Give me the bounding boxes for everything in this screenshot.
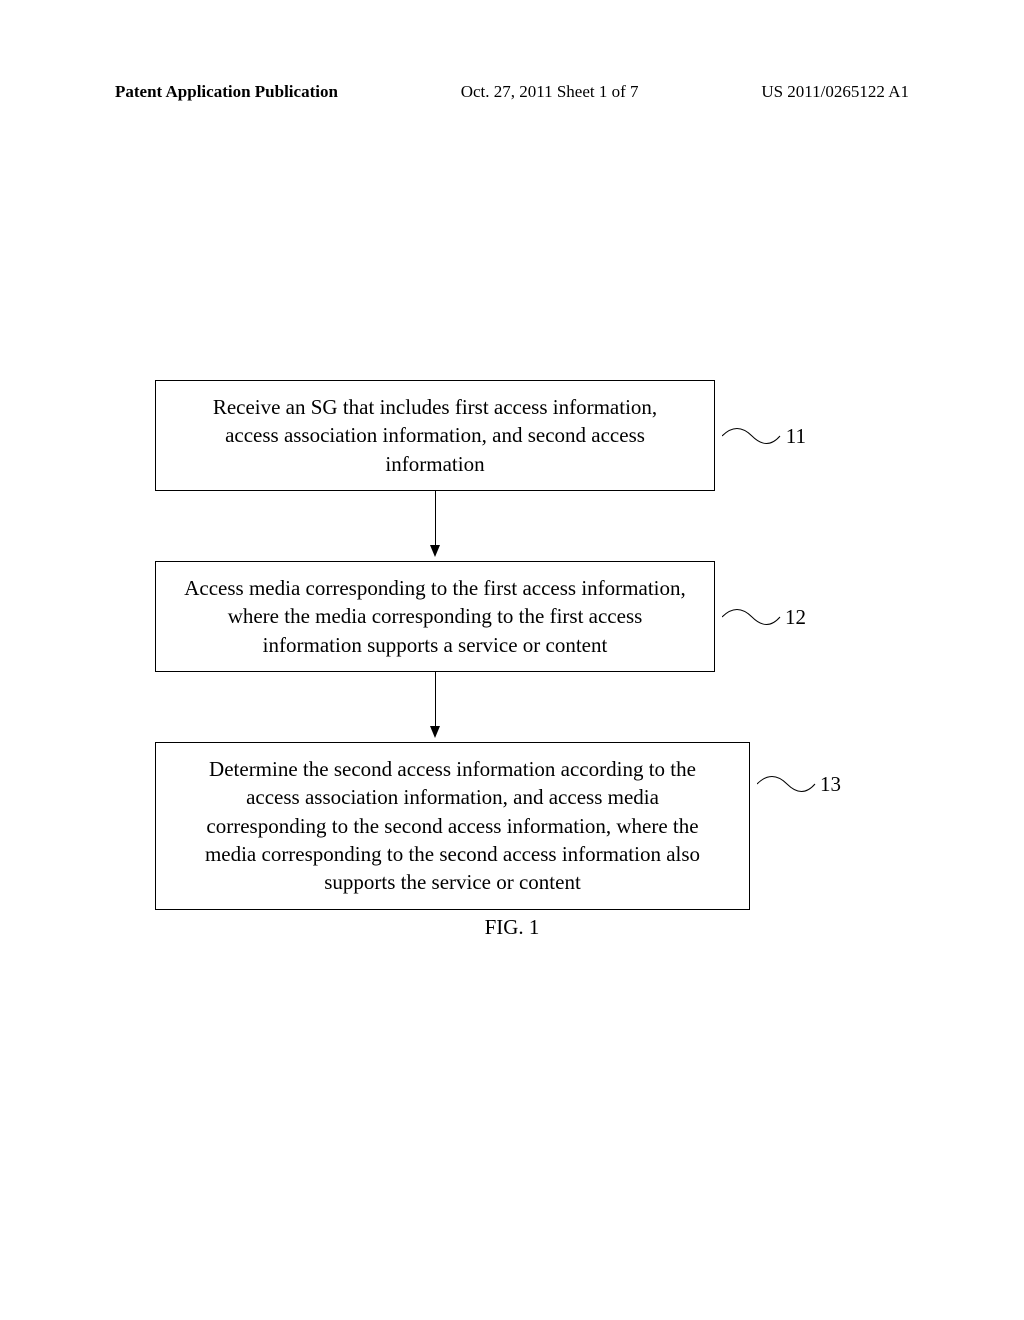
ref-number-1: 11 — [786, 421, 806, 449]
ref-connector-curve — [722, 597, 782, 637]
flowchart-step-1: Receive an SG that includes first access… — [155, 380, 715, 491]
flowchart-step-3: Determine the second access information … — [155, 742, 750, 910]
ref-number-3: 13 — [820, 770, 841, 798]
header-date-sheet: Oct. 27, 2011 Sheet 1 of 7 — [461, 82, 639, 102]
flowchart-arrow-2 — [155, 672, 715, 742]
arrow-head-icon — [430, 726, 440, 738]
ref-connector-curve — [722, 416, 782, 456]
flowchart-step-1-text: Receive an SG that includes first access… — [213, 395, 657, 476]
flowchart-step-3-text: Determine the second access information … — [205, 757, 700, 894]
flowchart-step-2-text: Access media corresponding to the first … — [184, 576, 686, 657]
arrow-line-icon — [435, 672, 436, 730]
arrow-head-icon — [430, 545, 440, 557]
flowchart-arrow-1 — [155, 491, 715, 561]
flowchart-container: Receive an SG that includes first access… — [155, 380, 875, 910]
header-publication-label: Patent Application Publication — [115, 82, 338, 102]
figure-label: FIG. 1 — [0, 915, 1024, 940]
ref-number-2: 12 — [785, 602, 806, 630]
ref-connector-curve — [757, 764, 817, 804]
page-header: Patent Application Publication Oct. 27, … — [0, 82, 1024, 102]
flowchart-step-2: Access media corresponding to the first … — [155, 561, 715, 672]
header-doc-number: US 2011/0265122 A1 — [761, 82, 909, 102]
arrow-line-icon — [435, 491, 436, 549]
